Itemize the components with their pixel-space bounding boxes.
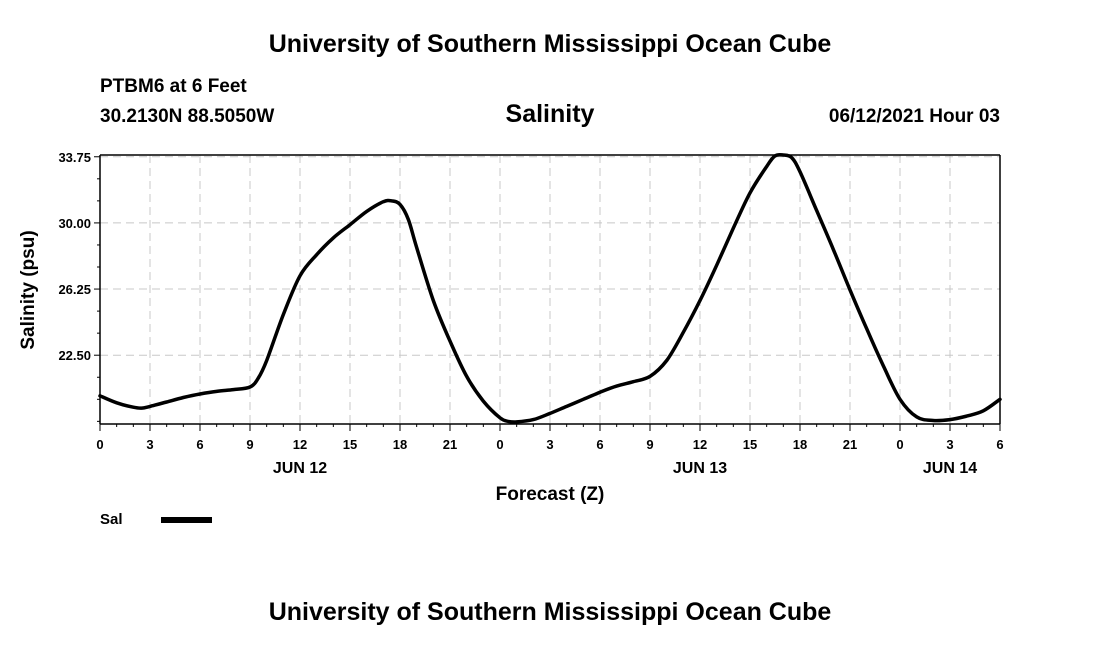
day-label: JUN 12 — [273, 460, 327, 477]
x-tick-label: 12 — [693, 437, 707, 452]
station-coordinates: 30.2130N 88.5050W — [100, 106, 275, 127]
y-tick-label: 22.50 — [58, 348, 91, 363]
x-tick-label: 0 — [896, 437, 903, 452]
x-tick-label: 3 — [946, 437, 953, 452]
footer-title: University of Southern Mississippi Ocean… — [268, 598, 832, 626]
x-tick-label: 18 — [793, 437, 807, 452]
page-title: University of Southern Mississippi Ocean… — [268, 30, 832, 58]
forecast-datetime: 06/12/2021 Hour 03 — [828, 106, 1000, 127]
x-tick-label: 9 — [646, 437, 653, 452]
x-tick-label: 6 — [996, 437, 1003, 452]
station-label: PTBM6 at 6 Feet — [100, 76, 247, 97]
legend-label: Sal — [100, 511, 123, 528]
y-tick-label: 30.00 — [58, 216, 91, 231]
y-tick-label: 33.75 — [58, 150, 91, 165]
day-label: JUN 14 — [923, 460, 977, 477]
x-tick-label: 15 — [743, 437, 757, 452]
x-tick-label: 15 — [343, 437, 357, 452]
y-tick-label: 26.25 — [58, 282, 91, 297]
series-layer — [98, 152, 1002, 424]
x-tick-label: 0 — [96, 437, 103, 452]
x-tick-label: 18 — [393, 437, 407, 452]
day-label: JUN 13 — [673, 460, 727, 477]
x-tick-label: 3 — [146, 437, 153, 452]
x-tick-label: 21 — [843, 437, 857, 452]
x-tick-label: 21 — [443, 437, 457, 452]
x-tick-label: 6 — [196, 437, 203, 452]
x-tick-label: 6 — [596, 437, 603, 452]
x-axis-title: Forecast (Z) — [496, 484, 605, 505]
axis-labels: 22.50 26.25 30.00 33.75 0 3 6 9 12 15 18 21 0 3 6 9 12 15… — [58, 150, 1003, 477]
axis-ticks — [94, 156, 1001, 431]
chart-title: Salinity — [505, 100, 595, 128]
x-tick-label: 0 — [496, 437, 503, 452]
x-tick-label: 3 — [546, 437, 553, 452]
series-line-sal — [98, 152, 1002, 424]
y-axis-title: Salinity (psu) — [18, 230, 39, 349]
grid — [100, 155, 1000, 424]
x-tick-label: 12 — [293, 437, 307, 452]
legend: Sal — [100, 511, 212, 528]
x-tick-label: 9 — [246, 437, 253, 452]
